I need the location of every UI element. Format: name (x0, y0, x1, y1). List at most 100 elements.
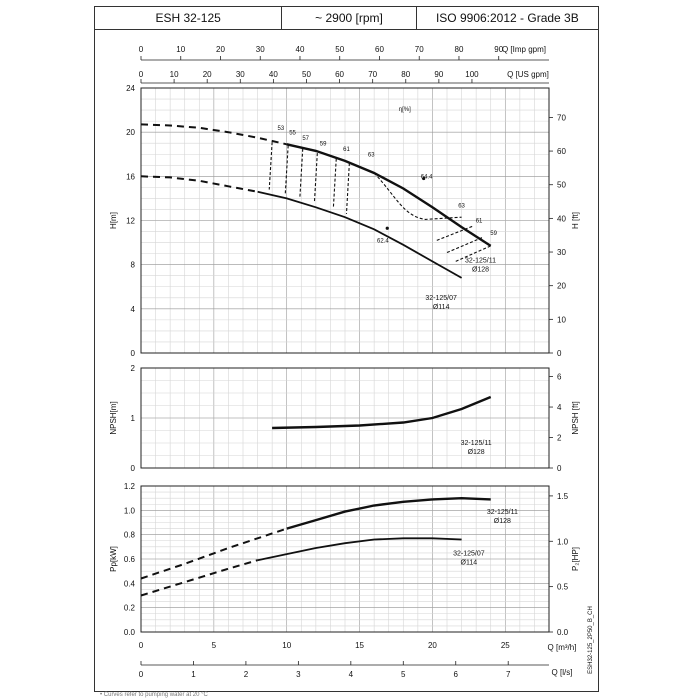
m3h-tick-label: 25 (501, 641, 510, 650)
efficiency-label-low: 62.4 (377, 239, 389, 245)
efficiency-label: 59 (490, 231, 497, 237)
efficiency-iso-line (284, 145, 289, 195)
efficiency-label: 55 (289, 130, 296, 136)
imp-tick-label: 10 (176, 45, 185, 54)
m3h-tick-label: 10 (282, 641, 291, 650)
ls-tick-label: 5 (401, 670, 406, 679)
ls-tick-label: 3 (296, 670, 301, 679)
efficiency-iso-line (345, 163, 350, 214)
ytick-head: 4 (131, 305, 136, 314)
series-label-head-1: 32-125/07 (425, 295, 457, 302)
series-label-head-0: 32-125/11 (465, 257, 496, 264)
speed-title: ~ 2900 [rpm] (282, 7, 417, 29)
ytick2-npsh: 0 (557, 464, 562, 473)
ytick-head: 20 (126, 128, 135, 137)
ytick2-head: 50 (557, 181, 566, 190)
ytick2-npsh: 6 (557, 373, 562, 382)
ytick2-head: 20 (557, 282, 566, 291)
ytick2-head: 70 (557, 113, 566, 122)
ytick2-power: 1.5 (557, 492, 569, 501)
ytick-head: 24 (126, 84, 135, 93)
us-axis-title: Q [US gpm] (507, 70, 549, 79)
ytick-head: 8 (131, 261, 136, 270)
series-dia-npsh-0: Ø128 (468, 449, 485, 456)
chart-frame (94, 30, 599, 692)
ytick2-npsh: 4 (557, 403, 562, 412)
ls-tick-label: 2 (244, 670, 249, 679)
ylabel-power: Pp[kW] (109, 546, 118, 572)
efficiency-iso-line (268, 142, 273, 190)
ytick-power: 1.2 (124, 482, 136, 491)
imp-tick-label: 40 (296, 45, 305, 54)
ytick-npsh: 0 (131, 464, 136, 473)
ls-axis-title: Q [l/s] (552, 668, 573, 677)
ytick2-power: 0.0 (557, 628, 569, 637)
ylabel-head: H[m] (109, 212, 118, 229)
efficiency-iso-line (299, 148, 304, 199)
ls-tick-label: 1 (191, 670, 196, 679)
ytick-head: 0 (131, 349, 136, 358)
bep-marker-low (385, 226, 389, 230)
efficiency-iso-line (455, 245, 491, 262)
curve-head-1 (257, 190, 463, 279)
efficiency-label: 64.4 (421, 175, 433, 181)
ylabel2-npsh: NPSH [ft] (571, 401, 580, 434)
efficiency-label: 61 (343, 147, 350, 153)
series-dia-power-1: Ø114 (461, 559, 478, 566)
ytick-head: 12 (126, 217, 135, 226)
eta-axis-label: η[%] (399, 107, 411, 113)
m3h-tick-label: 15 (355, 641, 364, 650)
imp-tick-label: 0 (139, 45, 144, 54)
series-dia-power-0: Ø128 (494, 518, 511, 525)
us-tick-label: 80 (401, 70, 410, 79)
efficiency-label: 61 (476, 219, 483, 225)
imp-axis-title: Q [Imp gpm] (502, 45, 546, 54)
ytick-power: 0.0 (124, 628, 136, 637)
ytick-head: 16 (126, 172, 135, 181)
efficiency-label: 57 (302, 136, 309, 142)
footer-note: • Curves refer to pumping water at 20 °C (100, 692, 208, 698)
us-tick-label: 60 (335, 70, 344, 79)
ytick2-power: 1.0 (557, 537, 569, 546)
ylabel-npsh: NPSH[m] (109, 401, 118, 434)
efficiency-label: 59 (320, 141, 327, 147)
side-code: ESH32-125_2P50_B_CH (588, 606, 594, 674)
plot-frame-power (140, 485, 550, 633)
ytick2-power: 0.5 (557, 583, 569, 592)
us-tick-label: 100 (465, 70, 479, 79)
us-tick-label: 50 (302, 70, 311, 79)
ytick2-head: 40 (557, 214, 566, 223)
ytick-npsh: 2 (131, 364, 136, 373)
ytick2-head: 10 (557, 315, 566, 324)
us-tick-label: 20 (203, 70, 212, 79)
m3h-tick-label: 0 (139, 641, 144, 650)
ls-tick-label: 4 (349, 670, 354, 679)
ytick-power: 0.8 (124, 531, 136, 540)
ytick-power: 0.6 (124, 555, 136, 564)
series-label-power-0: 32-125/11 (487, 509, 518, 516)
m3h-axis-title: Q [m³/h] (548, 643, 577, 652)
efficiency-iso-line (436, 225, 474, 241)
model-title: ESH 32-125 (95, 7, 283, 29)
ylabel2-head: H [ft] (571, 212, 580, 229)
imp-tick-label: 90 (494, 45, 503, 54)
ytick2-npsh: 2 (557, 434, 562, 443)
ytick-power: 1.0 (124, 506, 136, 515)
curve-head-0 (286, 143, 492, 247)
standard-title: ISO 9906:2012 - Grade 3B (435, 11, 579, 25)
imp-tick-label: 50 (335, 45, 344, 54)
imp-tick-label: 60 (375, 45, 384, 54)
m3h-tick-label: 20 (428, 641, 437, 650)
imp-tick-label: 20 (216, 45, 225, 54)
series-label-npsh-0: 32-125/11 (461, 440, 492, 447)
imp-tick-label: 70 (415, 45, 424, 54)
us-tick-label: 90 (434, 70, 443, 79)
us-tick-label: 30 (236, 70, 245, 79)
ytick-power: 0.4 (124, 579, 136, 588)
series-label-power-1: 32-125/07 (453, 550, 485, 557)
m3h-tick-label: 5 (212, 641, 217, 650)
ytick2-head: 30 (557, 248, 566, 257)
efficiency-iso-line (332, 158, 337, 209)
us-tick-label: 40 (269, 70, 278, 79)
